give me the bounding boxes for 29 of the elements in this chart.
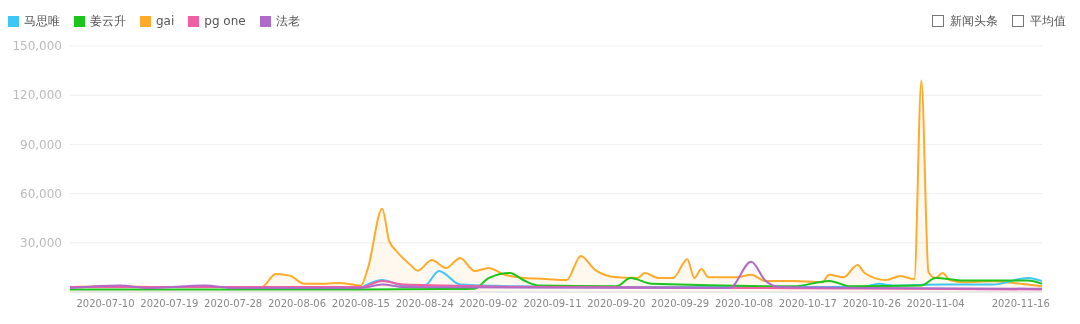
y-tick-label: 30,000	[20, 236, 62, 251]
x-tick-label: 2020-09-11	[523, 298, 582, 310]
x-tick-label: 2020-08-24	[395, 298, 454, 310]
legend-label: gai	[155, 13, 175, 30]
legend-label: pg one	[203, 13, 246, 30]
legend-label: 法老	[274, 12, 300, 30]
legend-label: 姜云升	[89, 12, 126, 30]
legend-label: 马思唯	[23, 12, 60, 30]
x-tick-label: 2020-10-08	[714, 298, 774, 310]
line-series	[70, 271, 1042, 291]
line-series	[70, 260, 1042, 290]
x-tick-label: 2020-07-10	[76, 298, 135, 310]
x-tick-label: 2020-07-28	[204, 298, 263, 310]
x-tick-label: 2020-09-20	[587, 298, 646, 310]
text: 平均值	[1029, 12, 1066, 30]
x-tick-label: 2020-11-04	[906, 298, 965, 310]
x-tick-label: 2020-09-02	[459, 298, 518, 310]
x-tick-label: 2020-11-16	[991, 298, 1050, 310]
y-tick-label: 90,000	[20, 137, 62, 152]
x-tick-label: 2020-10-17	[778, 298, 837, 310]
x-tick-label: 2020-08-06	[267, 298, 327, 310]
x-tick-label: 2020-09-29	[651, 298, 710, 310]
y-tick-label: 120,000	[12, 88, 62, 103]
y-tick-label: 60,000	[20, 186, 62, 201]
x-tick-label: 2020-10-26	[842, 298, 901, 310]
y-tick-label: 150,000	[12, 39, 62, 54]
x-tick-label: 2020-07-19	[140, 298, 199, 310]
text: 新闻头条	[949, 12, 998, 30]
x-tick-label: 2020-08-15	[331, 298, 390, 310]
